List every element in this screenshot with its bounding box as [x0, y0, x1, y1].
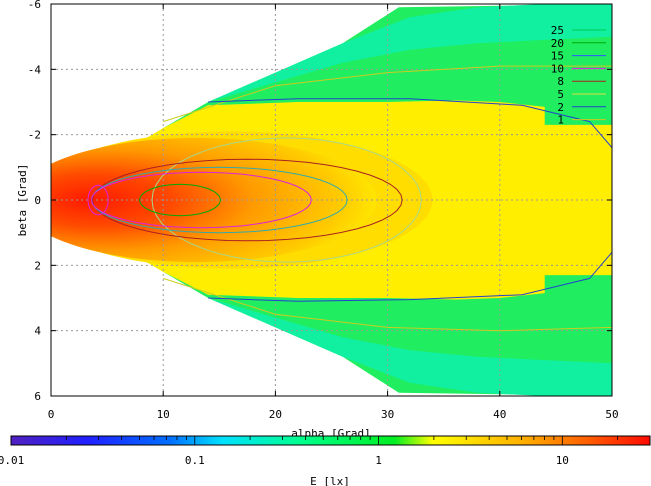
contour-1-bottom [163, 277, 612, 332]
contour-1-top [163, 65, 612, 123]
colorbar-title: E [lx] [310, 475, 350, 486]
y-axis-title: beta [Grad] [16, 164, 29, 237]
y-tick-label: -2 [28, 129, 41, 142]
contour-lines [87, 65, 612, 332]
contour-15 [90, 171, 312, 229]
legend-label: 1 [557, 114, 564, 127]
colorbar-ticks: 0.01 0.1 1 10 [0, 436, 651, 467]
legend-label: 10 [551, 62, 564, 75]
y-tick-label: 2 [34, 259, 41, 272]
x-tick-label: 30 [381, 408, 394, 421]
colorbar-tick-label: 0.01 [0, 454, 24, 467]
legend-label: 20 [551, 37, 564, 50]
heatmap-hot-zone [51, 137, 377, 263]
contour-20 [139, 183, 221, 217]
y-tick-label: 4 [34, 325, 41, 338]
contour-5 [151, 137, 422, 263]
x-tick-label: 0 [48, 408, 55, 421]
colorbar-tick-label: 1 [375, 454, 382, 467]
legend-label: 8 [557, 75, 564, 88]
colorbar-tick-label: 0.1 [185, 454, 205, 467]
contour-2 [208, 98, 612, 302]
x-tick-label: 20 [269, 408, 282, 421]
legend-label: 5 [557, 88, 564, 101]
y-tick-label: -6 [28, 0, 41, 11]
legend-label: 15 [551, 50, 564, 63]
y-tick-label: 6 [34, 390, 41, 403]
colorbar-tick-label: 10 [556, 454, 569, 467]
x-tick-label: 50 [605, 408, 618, 421]
axis-ticks: 0 10 20 30 40 50 -6 -4 -2 0 2 4 6 [28, 0, 619, 421]
contour-15-small [87, 184, 109, 216]
legend-label: 25 [551, 24, 564, 37]
x-tick-label: 40 [493, 408, 506, 421]
y-tick-label: -4 [28, 63, 42, 76]
y-tick-label: 0 [34, 194, 41, 207]
legend-label: 2 [557, 101, 564, 114]
contour-8 [91, 158, 403, 242]
x-tick-label: 10 [157, 408, 170, 421]
